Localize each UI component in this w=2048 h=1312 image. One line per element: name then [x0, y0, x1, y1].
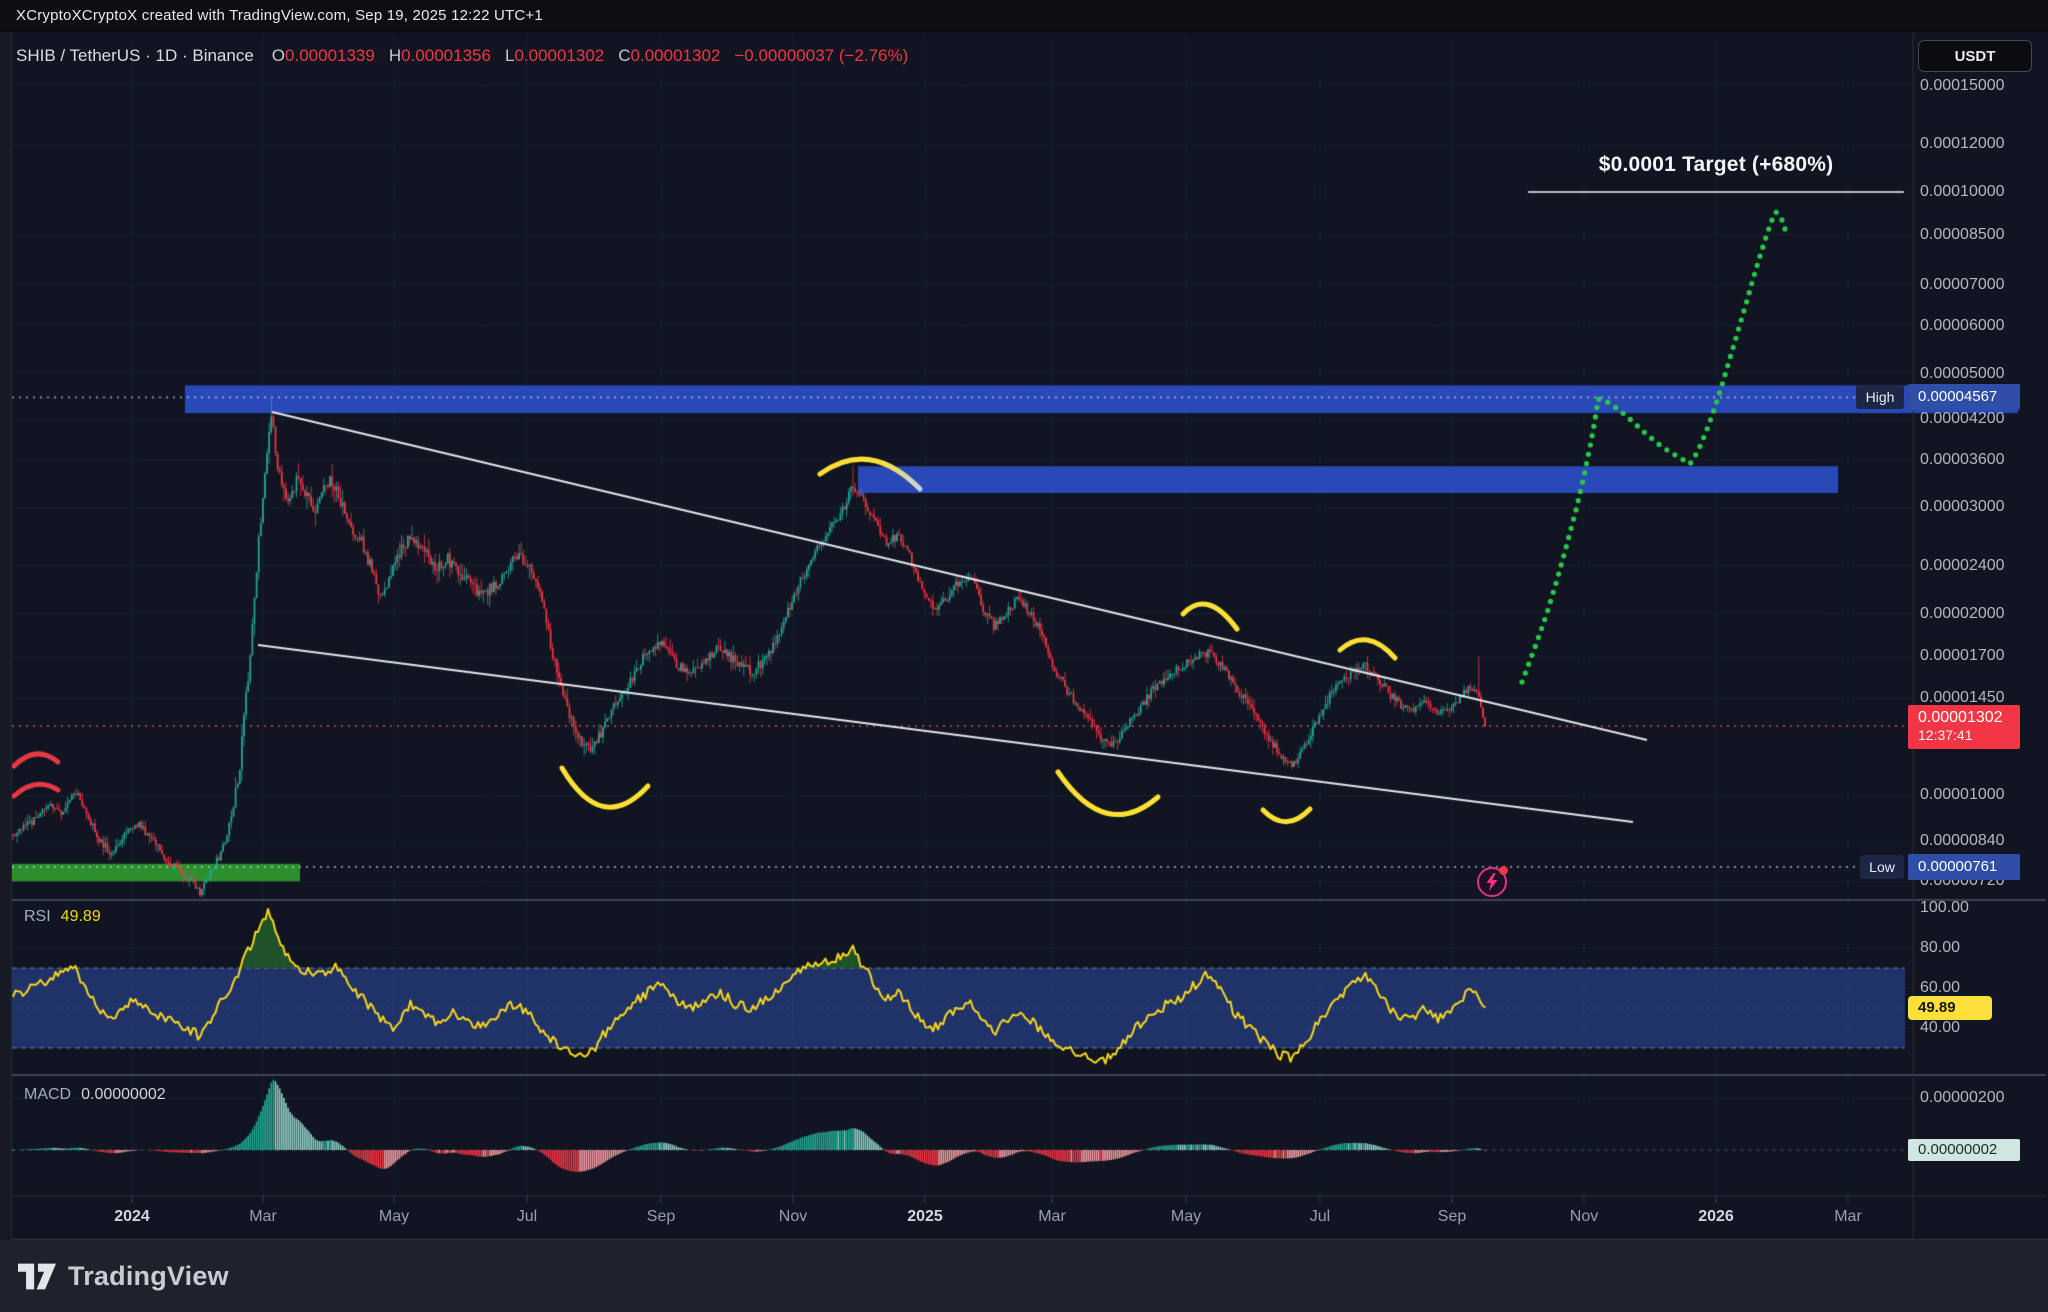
- price-axis-label: 0.00003600: [1920, 450, 2005, 468]
- attribution-text: XCryptoXCryptoX created with TradingView…: [16, 7, 543, 24]
- rsi-axis-label: 60.00: [1920, 979, 1961, 996]
- price-axis-label: 0.00004200: [1920, 410, 2005, 428]
- price-axis-label: 0.00001000: [1920, 786, 2005, 804]
- low-tag-chip: Low: [1860, 854, 1904, 879]
- ohlc-item: C0.00001302: [618, 46, 721, 65]
- price-axis[interactable]: USDT High 0.00004567 Low 0.00000761 0.00…: [1856, 32, 2048, 1240]
- time-axis-label: 2024: [114, 1208, 150, 1225]
- tradingview-logo-text: TradingView: [68, 1260, 229, 1291]
- time-axis-label: Mar: [1834, 1208, 1862, 1225]
- price-axis-label: 0.00003000: [1920, 498, 2005, 516]
- lightning-icon: [1486, 873, 1498, 891]
- macd-title: MACD: [24, 1086, 72, 1103]
- price-axis-label: 0.00000840: [1920, 831, 2005, 849]
- time-axis-label: Mar: [249, 1208, 277, 1225]
- macd-value-chip: 0.00000002: [1908, 1139, 2020, 1161]
- time-axis-label: 2026: [1698, 1208, 1734, 1225]
- price-axis-label: 0.00006000: [1920, 316, 2005, 334]
- tradingview-logo[interactable]: TradingView: [18, 1261, 229, 1292]
- price-axis-label: 0.00008500: [1920, 225, 2005, 243]
- time-axis-label: Jul: [1309, 1208, 1331, 1225]
- notification-dot-icon: [1499, 866, 1508, 875]
- price-axis-label: 0.00015000: [1920, 76, 2005, 94]
- rsi-axis-label: 80.00: [1920, 939, 1961, 956]
- high-tag-chip: High: [1856, 385, 1904, 410]
- time-axis-label: 2025: [907, 1208, 943, 1225]
- time-axis-label: Nov: [778, 1208, 808, 1225]
- rsi-axis-label: 100.00: [1920, 899, 1969, 916]
- rsi-axis-label: 40.00: [1920, 1019, 1961, 1036]
- attribution-bar: XCryptoXCryptoX created with TradingView…: [0, 0, 2048, 32]
- symbol-info-bar: SHIB / TetherUS · 1D · Binance O0.000013…: [16, 44, 908, 68]
- macd-value: 0.00000002: [81, 1086, 166, 1103]
- ohlc-item: H0.00001356: [388, 46, 491, 65]
- last-price-chip: 0.00001302 12:37:41: [1908, 705, 2020, 750]
- price-axis-label: 0.00010000: [1920, 183, 2005, 200]
- ohlc-item: L0.00001302: [504, 46, 605, 65]
- currency-toggle-button[interactable]: USDT: [1918, 40, 2032, 72]
- time-axis-label: Nov: [1569, 1208, 1599, 1225]
- macd-axis-label: 0.00000200: [1920, 1089, 2005, 1106]
- price-axis-label: 0.00002000: [1920, 604, 2005, 622]
- rsi-title: RSI: [24, 908, 51, 925]
- tradingview-logo-icon: [18, 1263, 56, 1289]
- time-axis-label: May: [1170, 1208, 1202, 1225]
- target-annotation-label: $0.0001 Target (+680%): [1598, 153, 1834, 176]
- price-axis-label: 0.00001700: [1920, 647, 2005, 665]
- price-axis-label: 0.00012000: [1920, 135, 2005, 153]
- price-axis-label: 0.00001450: [1920, 688, 2005, 706]
- time-axis-label: Jul: [516, 1208, 538, 1225]
- bottom-brand-bar: TradingView: [0, 1240, 2048, 1312]
- ohlc-item: O0.00001339: [271, 46, 375, 65]
- price-axis-label: 0.00007000: [1920, 276, 2005, 294]
- low-value-chip: 0.00000761: [1908, 853, 2020, 880]
- time-axis-label: Sep: [1437, 1208, 1467, 1225]
- bar-countdown: 12:37:41: [1918, 727, 1973, 744]
- lightning-badge[interactable]: [1477, 866, 1508, 897]
- left-toolbar-strip[interactable]: [0, 32, 12, 1240]
- time-axis-label: May: [378, 1208, 410, 1225]
- rsi-value-chip: 49.89: [1908, 996, 1992, 1021]
- macd-legend: MACD 0.00000002: [24, 1086, 166, 1104]
- rsi-legend: RSI 49.89: [24, 908, 101, 926]
- last-price-value: 0.00001302: [1918, 709, 2003, 727]
- time-axis-label: Sep: [646, 1208, 676, 1225]
- symbol-title[interactable]: SHIB / TetherUS · 1D · Binance: [16, 46, 254, 65]
- ohlc-readout: O0.00001339 H0.00001356 L0.00001302 C0.0000…: [272, 46, 735, 66]
- price-axis-label: 0.00005000: [1920, 364, 2005, 382]
- time-axis-label: Mar: [1038, 1208, 1066, 1225]
- time-axis[interactable]: 2024 Mar May Jul Sep Nov 2025 Mar May Jul Sep Nov 20…: [0, 1196, 1913, 1240]
- high-value-chip: 0.00004567: [1908, 384, 2020, 411]
- change-readout: −0.00000037 (−2.76%): [734, 46, 909, 65]
- rsi-value: 49.89: [60, 908, 101, 925]
- price-axis-label: 0.00002400: [1920, 556, 2005, 574]
